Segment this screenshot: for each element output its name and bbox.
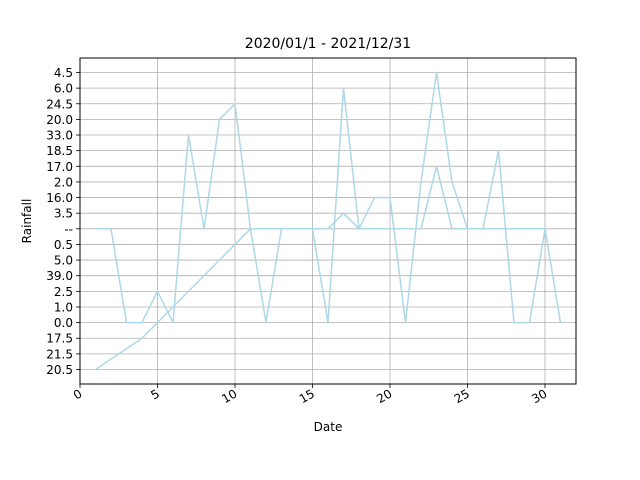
y-tick-label: 17.5 (46, 332, 73, 346)
x-tick-label: 0 (71, 386, 85, 402)
x-tick-label: 30 (529, 386, 549, 406)
y-tick-label: 5.0 (54, 254, 73, 268)
y-tick-label: 18.5 (46, 144, 73, 158)
x-axis: 0 5 10 15 20 25 30 (71, 384, 550, 406)
x-tick-label: 25 (452, 386, 472, 406)
grid-lines (79, 58, 576, 384)
x-tick-label: 10 (219, 386, 239, 406)
y-tick-label: 1.0 (54, 300, 73, 314)
series-line-2 (95, 165, 545, 371)
y-tick-label: 20.0 (46, 113, 73, 127)
x-axis-label: Date (314, 420, 343, 434)
y-tick-label: 6.0 (54, 82, 73, 96)
y-tick-label: 20.5 (46, 363, 73, 377)
y-tick-label: 24.5 (46, 97, 73, 111)
y-tick-label: 39.0 (46, 269, 73, 283)
x-tick-label: 5 (148, 386, 162, 402)
y-tick-label: 2.5 (54, 285, 73, 299)
y-tick-label: -- (64, 222, 73, 236)
y-axis: 20.5 21.517.5 0.0 1.02.5 39.05.0 0.5 --3.5 16.0… (46, 66, 80, 377)
y-tick-label: 0.5 (54, 238, 73, 252)
y-tick-label: 21.5 (46, 347, 73, 361)
y-tick-label: 3.5 (54, 207, 73, 221)
chart-title: 2020/01/1 - 2021/12/31 (245, 36, 411, 52)
y-tick-label: 33.0 (46, 129, 73, 143)
x-tick-label: 15 (297, 386, 317, 406)
y-tick-label: 2.0 (54, 175, 73, 189)
y-tick-label: 4.5 (54, 66, 73, 80)
y-tick-label: 0.0 (54, 316, 73, 330)
y-axis-label: Rainfall (20, 199, 34, 244)
y-tick-label: 17.0 (46, 160, 73, 174)
y-tick-label: 16.0 (46, 191, 73, 205)
series-group (95, 71, 562, 371)
x-tick-label: 20 (374, 386, 394, 406)
plot-frame (79, 57, 577, 385)
